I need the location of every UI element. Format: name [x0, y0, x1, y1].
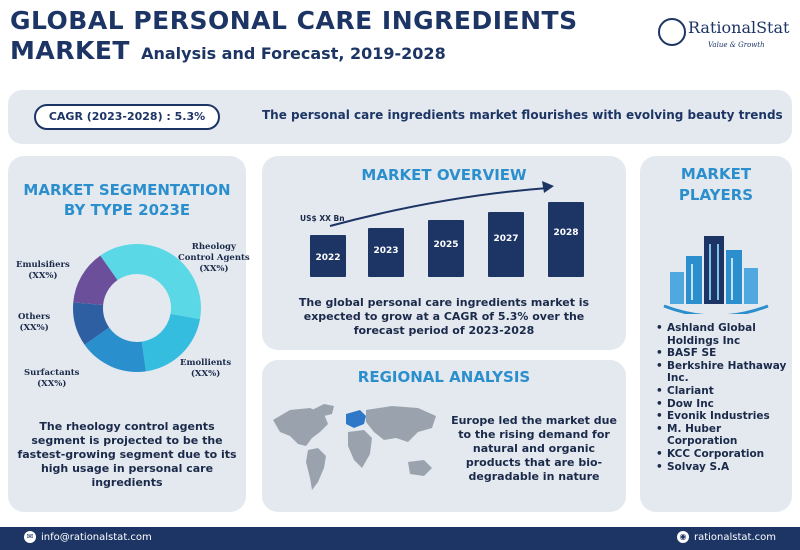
- world-map-icon: [273, 404, 436, 490]
- segmentation-heading-line-1: MARKET SEGMENTATION: [23, 181, 231, 199]
- players-list: Ashland Global Holdings Inc BASF SE Berk…: [656, 322, 790, 473]
- subtitle: Analysis and Forecast, 2019-2028: [141, 44, 446, 63]
- segmentation-panel: MARKET SEGMENTATION BY TYPE 2023E Emulsi…: [8, 156, 250, 512]
- label-rheology: Rheology Control Agents (XX%): [178, 242, 250, 274]
- bar-2023: 2023: [368, 228, 404, 277]
- players-heading-line-2: PLAYERS: [678, 186, 754, 204]
- buildings-icon: [663, 236, 769, 314]
- unit-label: US$ XX Bn: [300, 214, 345, 223]
- logo-tagline: Value & Growth: [708, 41, 765, 49]
- footer-website[interactable]: ◉ rationalstat.com: [676, 531, 776, 543]
- player-item: M. Huber Corporation: [656, 423, 790, 448]
- player-item: Ashland Global Holdings Inc: [656, 322, 790, 347]
- player-item: BASF SE: [656, 347, 790, 360]
- donut-chart: [72, 244, 201, 372]
- footer-email-text: info@rationalstat.com: [41, 532, 152, 543]
- segmentation-heading-line-2: BY TYPE 2023E: [63, 201, 191, 219]
- overview-panel: MARKET OVERVIEW US$ XX Bn 2022 2023 2025…: [262, 156, 626, 350]
- player-item: KCC Corporation: [656, 448, 790, 461]
- label-others: Others (XX%): [18, 312, 51, 333]
- label-emulsifiers: Emulsifiers (XX%): [16, 260, 70, 281]
- title-line-2: MARKET Analysis and Forecast, 2019-2028: [10, 36, 446, 65]
- segmentation-text: The rheology control agents segment is p…: [17, 420, 237, 489]
- donut-slice-rheology: [100, 244, 201, 320]
- overview-text: The global personal care ingredients mar…: [298, 296, 590, 337]
- logo-name: RationalStat: [688, 18, 790, 37]
- banner-text: The personal care ingredients market flo…: [262, 108, 783, 122]
- players-panel: MARKET PLAYERS Ashland Global Holdings I…: [640, 156, 792, 512]
- globe-icon: ◉: [676, 531, 689, 543]
- title-market: MARKET: [10, 36, 130, 65]
- footer-email[interactable]: ✉ info@rationalstat.com: [24, 531, 152, 543]
- cagr-banner: CAGR (2023-2028) : 5.3% The personal car…: [8, 90, 792, 144]
- bar-2025: 2025: [428, 220, 464, 277]
- footer-website-text: rationalstat.com: [693, 532, 776, 543]
- player-item: Dow Inc: [656, 398, 790, 411]
- regional-text: Europe led the market due to the rising …: [451, 414, 617, 483]
- segmentation-heading: MARKET SEGMENTATION BY TYPE 2023E: [8, 180, 246, 220]
- cagr-pill: CAGR (2023-2028) : 5.3%: [34, 104, 220, 130]
- mail-icon: ✉: [24, 531, 36, 543]
- overview-heading: MARKET OVERVIEW: [361, 166, 527, 184]
- donut-slice-surfactants: [84, 327, 146, 372]
- rationalstat-logo[interactable]: RationalStat Value & Growth: [658, 16, 793, 56]
- player-item: Solvay S.A: [656, 461, 790, 474]
- regional-heading: REGIONAL ANALYSIS: [357, 368, 531, 386]
- footer: ✉ info@rationalstat.com ◉ rationalstat.com: [0, 527, 800, 550]
- player-item: Berkshire Hathaway Inc.: [656, 360, 790, 385]
- logo-circle-icon: [658, 18, 686, 46]
- title-line-1: GLOBAL PERSONAL CARE INGREDIENTS: [10, 6, 578, 35]
- donut-slice-emulsifiers: [73, 255, 118, 306]
- player-item: Clariant: [656, 385, 790, 398]
- donut-slice-emollients: [141, 313, 201, 372]
- players-heading: MARKET PLAYERS: [640, 164, 792, 206]
- bar-2027: 2027: [488, 212, 524, 277]
- label-surfactants: Surfactants (XX%): [24, 368, 80, 389]
- bar-2022: 2022: [310, 235, 346, 277]
- bar-2028: 2028: [548, 202, 584, 277]
- label-emollients: Emollients (XX%): [180, 358, 232, 379]
- growth-arrow-icon: [329, 181, 554, 227]
- donut-slice-others: [72, 302, 110, 345]
- regional-panel: REGIONAL ANALYSIS Europe led the market …: [262, 360, 626, 512]
- players-heading-line-1: MARKET: [680, 165, 752, 183]
- player-item: Evonik Industries: [656, 410, 790, 423]
